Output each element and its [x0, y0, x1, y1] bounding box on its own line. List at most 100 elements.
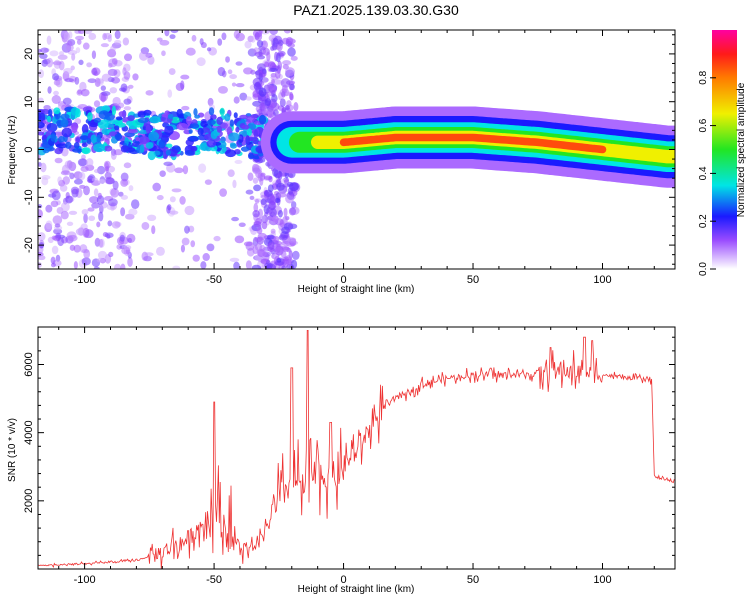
noise-blob — [227, 169, 235, 178]
noise-blob — [287, 237, 297, 243]
noise-blob — [243, 67, 253, 75]
noise-blob — [77, 158, 88, 167]
x-tick-label: 0 — [340, 574, 346, 586]
noise-blob — [231, 82, 237, 87]
ridge-blob — [96, 134, 101, 143]
ridge-blob — [219, 107, 225, 116]
ridge-blob — [190, 145, 198, 152]
noise-blob — [256, 226, 263, 235]
noise-blob — [265, 30, 271, 34]
ridge-blob — [208, 107, 215, 116]
noise-blob — [110, 45, 116, 53]
ridge-blob — [246, 115, 255, 123]
ridge-blob — [53, 107, 61, 115]
noise-blob — [122, 67, 127, 76]
noise-blob — [103, 160, 111, 169]
ridge-blob — [97, 119, 109, 129]
noise-blob — [102, 231, 109, 238]
colorbar-gradient — [712, 30, 737, 269]
noise-blob — [45, 220, 53, 230]
noise-blob — [277, 192, 287, 198]
ridge-blob — [46, 122, 58, 132]
noise-blob — [87, 207, 95, 212]
noise-blob — [217, 38, 223, 46]
noise-blob — [114, 39, 122, 45]
noise-blob — [244, 40, 252, 49]
x-tick-label: 0 — [340, 274, 346, 286]
noise-blob — [63, 67, 73, 75]
noise-blob — [231, 216, 239, 222]
ridge-blob — [193, 108, 198, 117]
noise-blob — [191, 34, 197, 42]
noise-blob — [41, 59, 48, 67]
noise-blob — [274, 198, 281, 203]
noise-blob — [284, 105, 290, 111]
noise-blob — [235, 83, 245, 88]
ridge-blob — [54, 147, 63, 155]
noise-blob — [245, 241, 255, 251]
noise-blob — [274, 246, 284, 256]
noise-blob — [46, 35, 52, 45]
ridge-blob — [120, 145, 129, 153]
noise-blob — [86, 62, 93, 68]
noise-blob — [204, 179, 212, 185]
noise-blob — [110, 188, 120, 198]
noise-blob — [51, 245, 59, 255]
noise-blob — [101, 73, 112, 82]
noise-blob — [289, 83, 295, 91]
noise-blob — [272, 167, 279, 177]
noise-blob — [261, 221, 268, 230]
noise-blob — [62, 176, 70, 185]
noise-blob — [219, 188, 228, 197]
noise-blob — [263, 175, 273, 181]
noise-blob — [97, 250, 107, 260]
noise-blob — [274, 51, 279, 62]
noise-blob — [111, 221, 121, 229]
noise-blob — [269, 30, 278, 35]
y-tick-label: -20 — [23, 237, 35, 253]
noise-blob — [93, 188, 99, 197]
x-tick-label: 50 — [467, 574, 479, 586]
noise-blob — [290, 55, 298, 61]
ridge-blob — [258, 114, 267, 125]
noise-blob — [38, 262, 42, 268]
noise-blob — [283, 30, 291, 34]
noise-blob — [122, 37, 130, 46]
noise-blob — [281, 84, 288, 94]
noise-blob — [218, 67, 224, 74]
ridge-blob — [149, 116, 161, 124]
noise-blob — [120, 178, 129, 187]
noise-blob — [253, 202, 259, 213]
ridge-blob — [197, 127, 204, 136]
noise-blob — [40, 47, 49, 53]
noise-blob — [96, 257, 105, 263]
noise-blob — [38, 97, 44, 103]
ridge-blob — [58, 135, 65, 143]
noise-blob — [279, 98, 286, 108]
ridge-blob — [114, 125, 120, 131]
spectrogram-y-label: Frequency (Hz) — [7, 116, 18, 185]
noise-blob — [87, 78, 97, 84]
noise-blob — [52, 73, 59, 81]
noise-blob — [185, 47, 196, 56]
colorbar-tick-label: 0.0 — [698, 262, 709, 276]
noise-blob — [100, 43, 109, 48]
noise-blob — [88, 32, 97, 41]
noise-blob — [123, 106, 132, 111]
noise-blob — [38, 232, 46, 242]
noise-blob — [252, 100, 262, 107]
noise-blob — [190, 240, 196, 248]
noise-blob — [167, 89, 173, 98]
noise-blob — [120, 194, 128, 200]
noise-blob — [91, 50, 97, 60]
noise-blob — [76, 39, 82, 45]
noise-blob — [159, 39, 170, 46]
noise-blob — [266, 234, 275, 240]
noise-blob — [104, 176, 115, 185]
ridge-blob — [148, 131, 160, 142]
noise-blob — [49, 50, 59, 57]
snr-plot: -100 -50 0 50 100 2000 4000 6000 Height of stra… — [7, 326, 676, 595]
ridge-blob — [216, 116, 223, 125]
noise-blob — [159, 170, 166, 177]
noise-blob — [258, 87, 267, 97]
